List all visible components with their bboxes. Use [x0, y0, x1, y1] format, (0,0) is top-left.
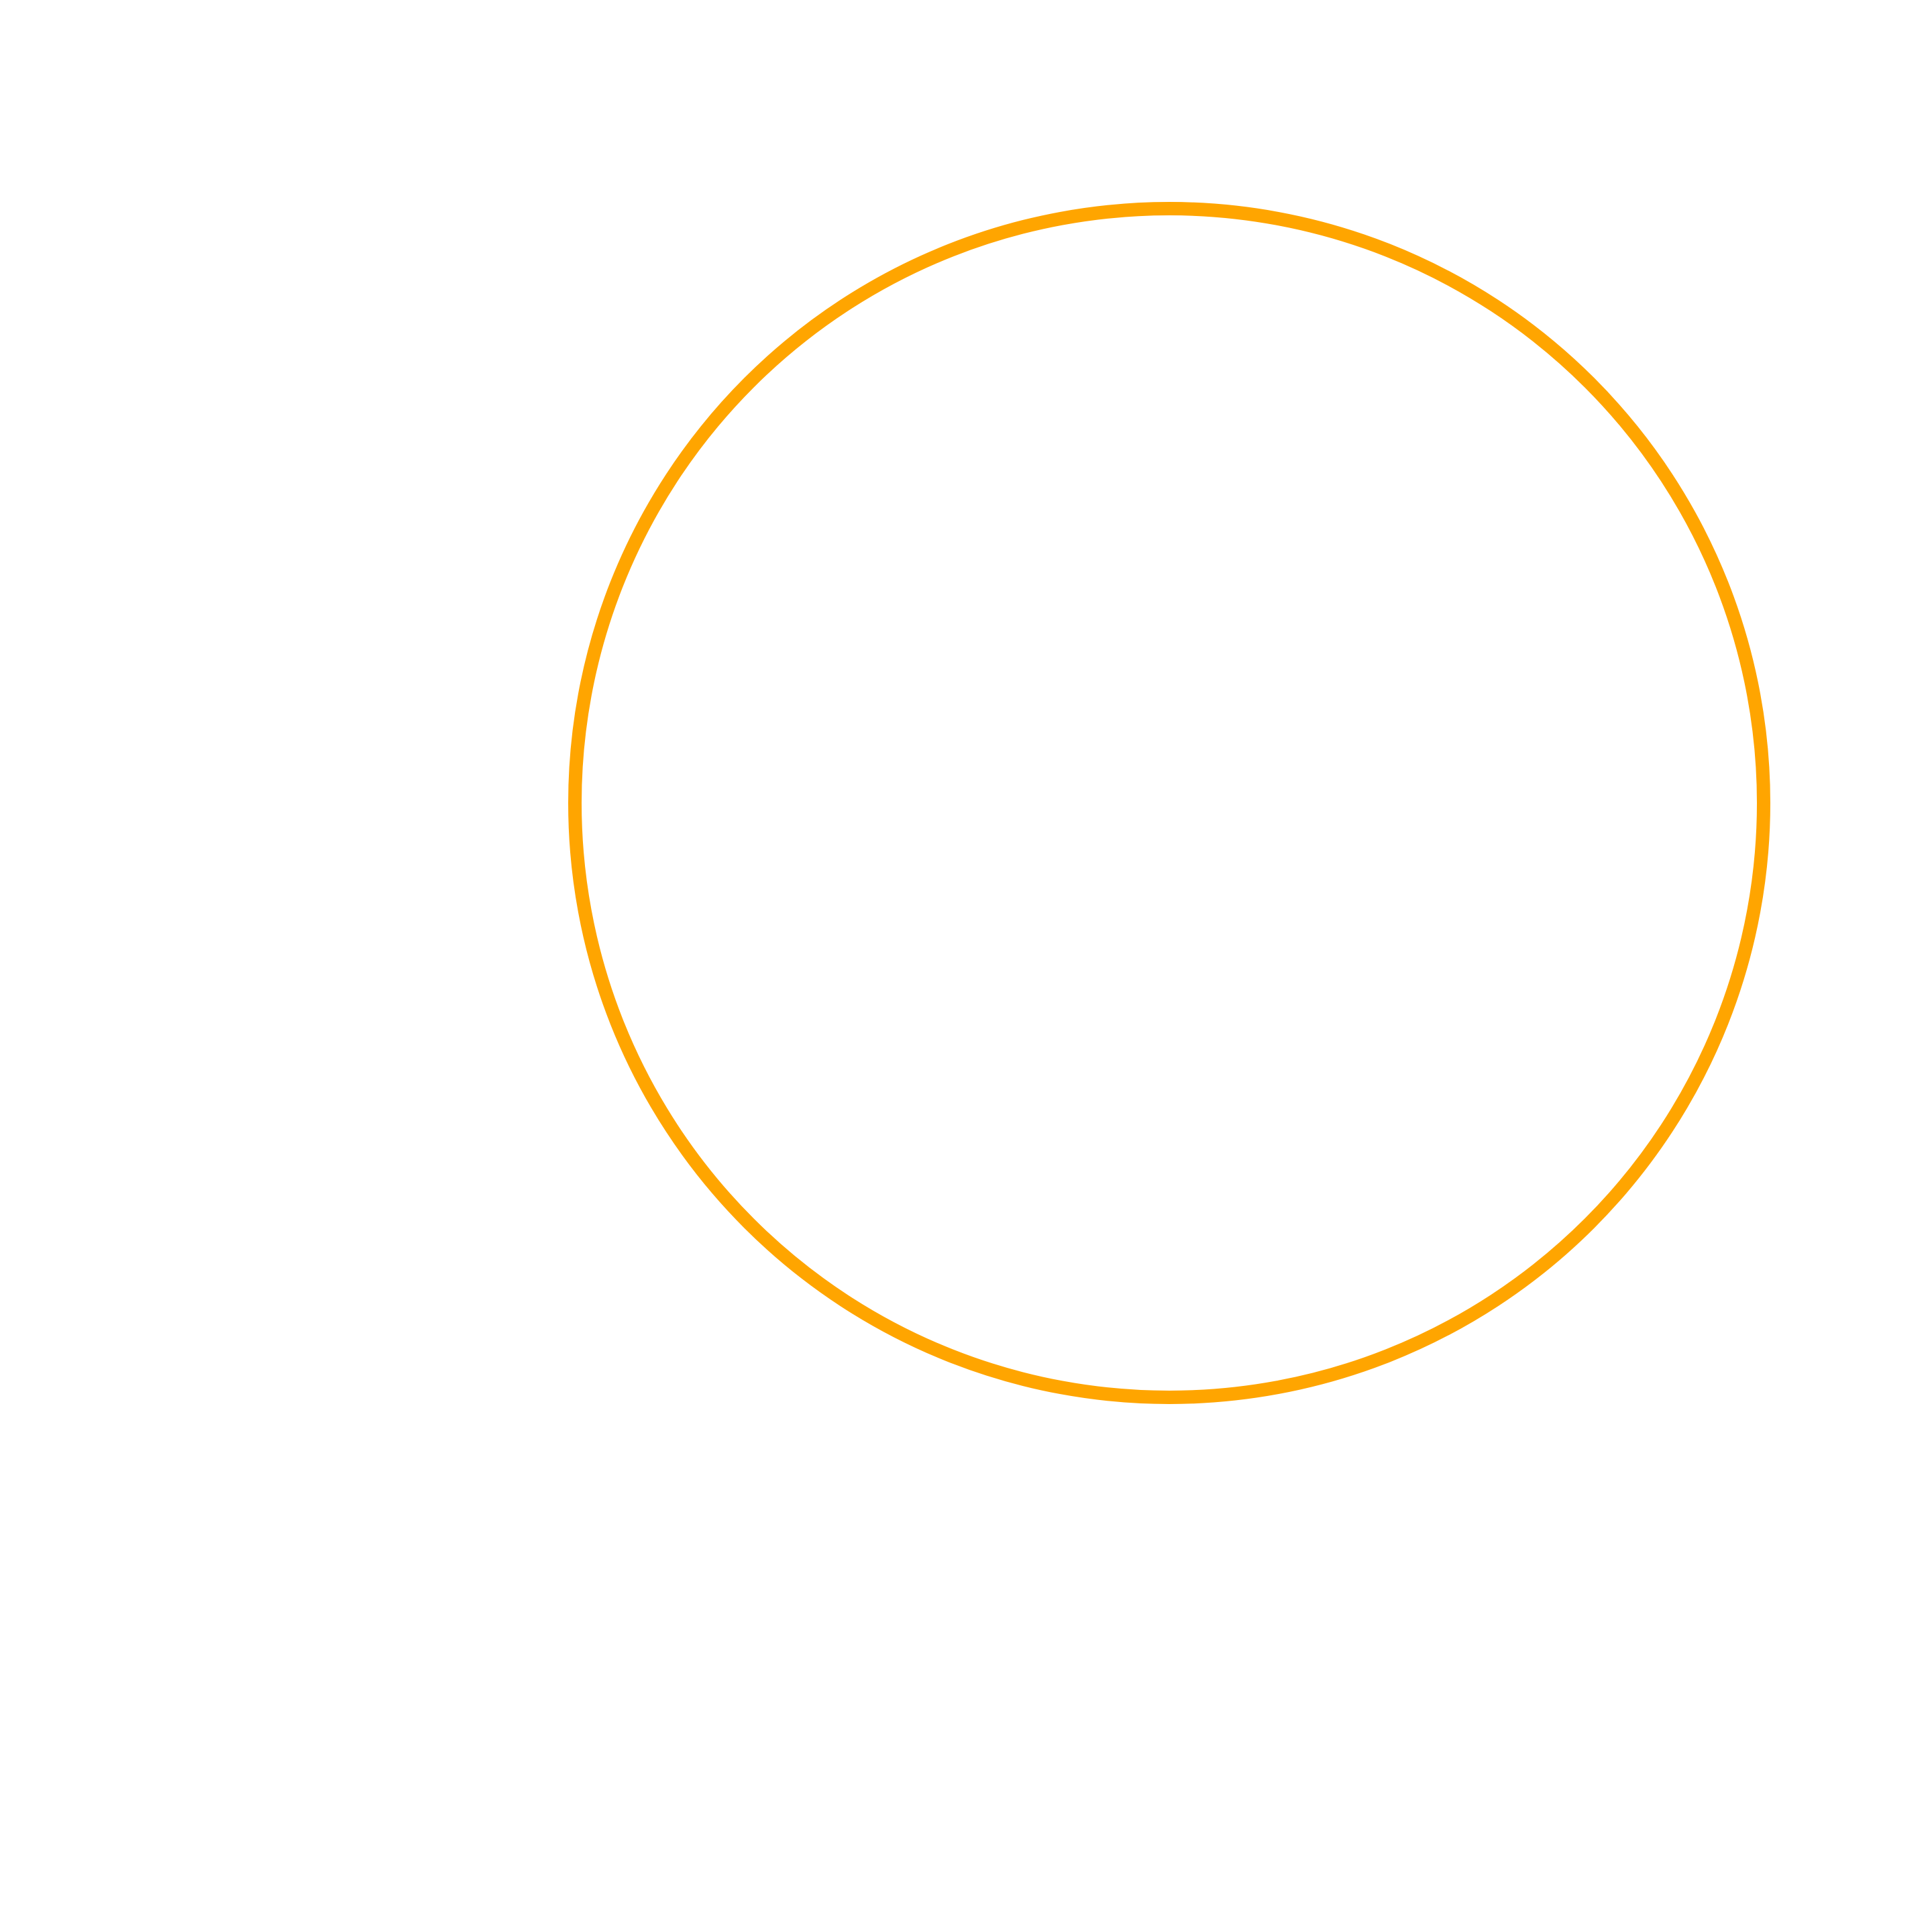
orange-ring-circle	[568, 202, 1770, 1404]
